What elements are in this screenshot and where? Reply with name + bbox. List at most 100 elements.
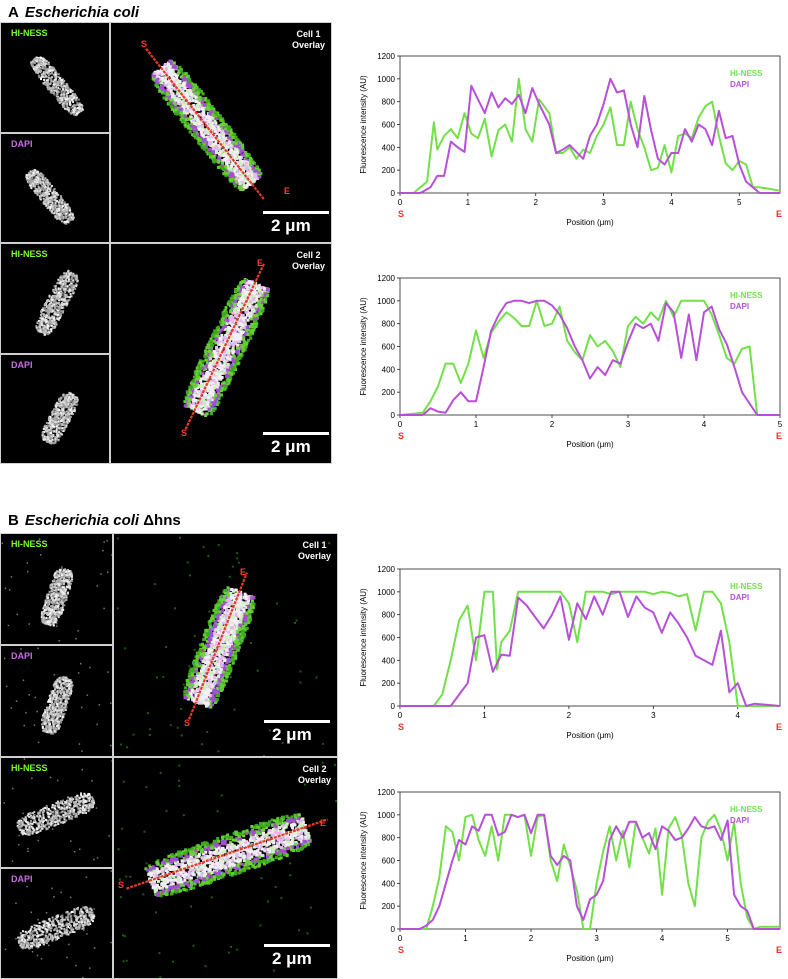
section-title-b: B Escherichia coli Δhns [8,512,181,529]
legend-entry: HI-NESS [730,582,763,591]
start-label: S [398,945,404,955]
overlay-panel: Cell 2 Overlay S E 2 μm [110,243,332,464]
end-label: E [776,945,782,955]
dapi-label: DAPI [11,874,33,884]
cell-image [3,758,112,862]
x-tick-label: 4 [702,420,707,429]
hiness-panel: HI-NESS [0,757,113,868]
end-marker: E [240,567,247,577]
start-marker: S [184,718,191,728]
scale-bar [264,944,330,947]
legend-entry: HI-NESS [730,805,763,814]
hiness-panel: HI-NESS [0,243,110,354]
hiness-series-line [400,590,780,707]
x-tick-label: 5 [737,198,742,207]
overlay-title: Cell 2 Overlay [291,250,325,271]
x-tick-label: 3 [601,198,606,207]
overlay-title: Cell 2 Overlay [297,764,331,785]
hiness-series-line [400,813,780,930]
organism-name: Escherichia coli [24,512,140,529]
y-tick-label: 600 [382,343,396,352]
end-marker: E [257,258,264,268]
y-tick-label: 400 [382,879,396,888]
x-tick-label: 2 [550,420,555,429]
cell-image [25,169,75,225]
mutation-name: Δhns [143,512,181,529]
dapi-label: DAPI [11,651,33,661]
y-tick-label: 800 [382,611,396,620]
dapi-series-line [400,299,780,416]
legend-entry: DAPI [730,816,749,825]
dapi-label: DAPI [11,360,33,370]
end-marker: E [320,818,327,828]
y-tick-label: 0 [391,925,396,934]
y-tick-label: 600 [382,857,396,866]
legend-entry: HI-NESS [730,69,763,78]
cell-image [30,56,84,117]
scale-label: 2 μm [272,949,312,968]
y-tick-label: 800 [382,320,396,329]
scale-bar [263,432,329,435]
section-letter: A [8,4,19,21]
y-tick-label: 600 [382,634,396,643]
dapi-panel: DAPI [0,868,113,979]
line-profile-track [188,572,248,720]
x-axis-label: Position (μm) [566,218,614,227]
y-tick-label: 1200 [377,565,395,574]
x-tick-label: 0 [398,934,403,943]
x-tick-label: 2 [529,934,534,943]
overlay-image [116,536,331,756]
x-tick-label: 5 [725,934,730,943]
y-tick-label: 800 [382,98,396,107]
y-axis-label: Fluorescence intensity (AU) [359,297,368,396]
overlay-panel: Cell 2 Overlay S E 2 μm [113,757,338,979]
y-tick-label: 0 [391,189,396,198]
x-tick-label: 0 [398,198,403,207]
scale-bar [263,211,329,214]
end-marker: E [284,186,291,196]
dapi-label: DAPI [11,139,33,149]
hiness-panel: HI-NESS [0,22,110,133]
y-tick-label: 600 [382,121,396,130]
legend-entry: HI-NESS [730,291,763,300]
section-title-a: A Escherichia coli [8,4,139,21]
cell-image [41,391,79,445]
x-tick-label: 3 [651,711,656,720]
scale-label: 2 μm [271,437,311,456]
y-axis-label: Fluorescence intensity (AU) [359,588,368,687]
dapi-series-line [400,77,780,194]
hiness-label: HI-NESS [11,539,48,549]
cell-image [35,269,79,336]
x-axis-label: Position (μm) [566,954,614,963]
intensity-profile-chart: 0 200 400 600 800 1000 1200 0 1 2 3 4 Position (μm) F… [359,565,782,740]
dapi-series-line [400,813,780,930]
y-tick-label: 200 [382,388,396,397]
overlay-panel: Cell 1 Overlay S E 2 μm [113,533,338,757]
y-tick-label: 200 [382,902,396,911]
y-tick-label: 0 [391,411,396,420]
legend-entry: DAPI [730,80,749,89]
hiness-label: HI-NESS [11,28,48,38]
x-tick-label: 2 [567,711,572,720]
y-tick-label: 200 [382,679,396,688]
overlay-image [183,262,270,430]
dapi-panel: DAPI [0,645,113,757]
x-tick-label: 1 [466,198,471,207]
end-label: E [776,431,782,441]
overlay-panel: Cell 1 Overlay S E 2 μm [110,22,332,243]
dapi-panel: DAPI [0,133,110,243]
y-tick-label: 200 [382,166,396,175]
plot-frame [399,568,781,707]
start-label: S [398,209,404,219]
start-label: S [398,431,404,441]
x-tick-label: 1 [482,711,487,720]
line-profile-track [184,262,266,430]
hiness-label: HI-NESS [11,763,48,773]
organism-name: Escherichia coli [24,4,140,21]
x-tick-label: 3 [626,420,631,429]
x-tick-label: 5 [778,420,783,429]
scale-label: 2 μm [271,216,311,235]
y-tick-label: 0 [391,702,396,711]
x-tick-label: 1 [463,934,468,943]
cell-image [3,647,112,752]
